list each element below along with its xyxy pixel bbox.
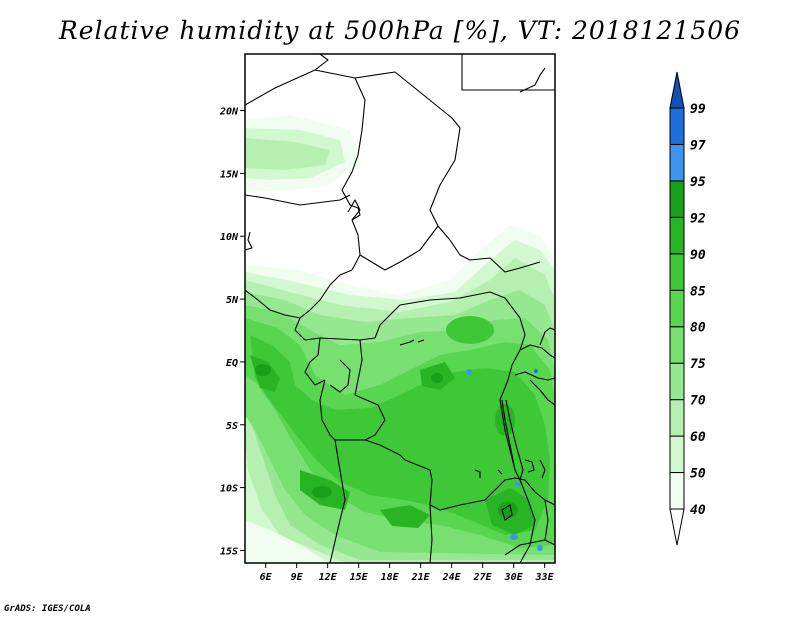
colorbar-level-label: 80 (690, 321, 706, 336)
colorbar-swatch (669, 289, 685, 328)
colorbar-level-label: 75 (690, 357, 706, 372)
y-tick-label: EQ (226, 358, 238, 369)
humidity-fill-layer (245, 54, 555, 563)
map-frame (244, 53, 556, 564)
x-tick-label: 33E (535, 572, 555, 583)
colorbar-level-label: 50 (690, 467, 706, 482)
colorbar-swatch (669, 216, 685, 255)
grads-credit: GrADS: IGES/COLA (4, 604, 91, 614)
colorbar-swatch (669, 362, 685, 401)
y-tick-label: 10N (220, 232, 239, 243)
colorbar-swatch (669, 180, 685, 218)
x-tick-label: 12E (319, 572, 338, 583)
map-axes: 6E 9E 12E 15E 18E 21E 24E 27E 30E 33E 20N 15N 10N 5N E… (219, 107, 555, 583)
map-title: Relative humidity at 500hPa [%], VT: 201… (58, 16, 742, 45)
colorbar: 40 50 60 70 75 80 85 90 92 95 97 99 (669, 71, 706, 546)
colorbar-swatch (669, 107, 685, 145)
colorbar-level-label: 92 (690, 211, 706, 226)
x-tick-label: 27E (473, 572, 493, 583)
colorbar-level-label: 99 (690, 102, 706, 117)
y-tick-label: 15N (220, 169, 239, 180)
x-tick-label: 30E (504, 572, 524, 583)
x-tick-label: 6E (260, 572, 273, 583)
colorbar-level-label: 95 (690, 175, 706, 190)
y-tick-label: 15S (220, 546, 238, 557)
colorbar-swatch (669, 472, 685, 510)
colorbar-upper-extension (669, 71, 685, 109)
y-tick-label: 5N (226, 295, 239, 306)
colorbar-swatch (669, 143, 685, 182)
country-borders (245, 54, 555, 563)
y-tick-label: 10S (220, 484, 238, 495)
x-tick-label: 21E (411, 572, 431, 583)
colorbar-level-label: 85 (690, 284, 706, 299)
colorbar-level-label: 40 (690, 503, 706, 518)
colorbar-swatch (669, 253, 685, 291)
y-tick-label: 5S (226, 421, 238, 432)
colorbar-level-label: 97 (690, 138, 706, 153)
x-tick-label: 9E (291, 572, 304, 583)
y-tick-label: 20N (219, 107, 239, 118)
colorbar-level-label: 90 (690, 248, 706, 263)
colorbar-swatch (669, 326, 685, 364)
colorbar-level-label: 70 (690, 394, 706, 409)
x-tick-label: 24E (442, 572, 462, 583)
colorbar-lower-extension (669, 508, 685, 546)
colorbar-swatch (669, 435, 685, 474)
x-tick-label: 15E (350, 572, 369, 583)
x-tick-label: 18E (381, 572, 400, 583)
colorbar-swatch (669, 399, 685, 437)
colorbar-level-label: 60 (690, 430, 706, 445)
